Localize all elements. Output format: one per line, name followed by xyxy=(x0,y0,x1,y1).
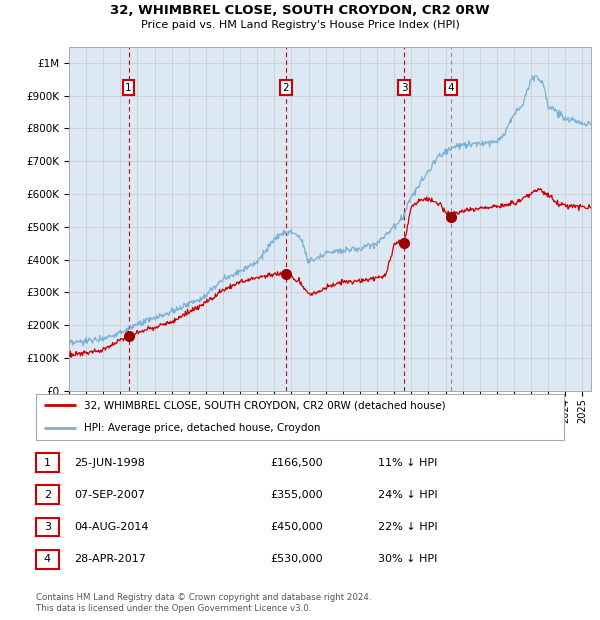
Text: 11% ↓ HPI: 11% ↓ HPI xyxy=(378,458,437,467)
Text: 32, WHIMBREL CLOSE, SOUTH CROYDON, CR2 0RW: 32, WHIMBREL CLOSE, SOUTH CROYDON, CR2 0… xyxy=(110,4,490,17)
Text: £166,500: £166,500 xyxy=(270,458,323,467)
Text: 1: 1 xyxy=(125,83,132,93)
Text: 3: 3 xyxy=(44,522,51,532)
Text: 30% ↓ HPI: 30% ↓ HPI xyxy=(378,554,437,564)
Text: Price paid vs. HM Land Registry's House Price Index (HPI): Price paid vs. HM Land Registry's House … xyxy=(140,20,460,30)
Text: 2: 2 xyxy=(44,490,51,500)
Text: 1: 1 xyxy=(44,458,51,467)
Text: 28-APR-2017: 28-APR-2017 xyxy=(74,554,146,564)
Text: 32, WHIMBREL CLOSE, SOUTH CROYDON, CR2 0RW (detached house): 32, WHIMBREL CLOSE, SOUTH CROYDON, CR2 0… xyxy=(83,401,445,410)
Text: HPI: Average price, detached house, Croydon: HPI: Average price, detached house, Croy… xyxy=(83,423,320,433)
Text: £355,000: £355,000 xyxy=(270,490,323,500)
Text: 2: 2 xyxy=(283,83,289,93)
Text: 07-SEP-2007: 07-SEP-2007 xyxy=(74,490,145,500)
Text: 24% ↓ HPI: 24% ↓ HPI xyxy=(378,490,437,500)
Text: 22% ↓ HPI: 22% ↓ HPI xyxy=(378,522,437,532)
Text: Contains HM Land Registry data © Crown copyright and database right 2024.
This d: Contains HM Land Registry data © Crown c… xyxy=(36,593,371,613)
Text: 4: 4 xyxy=(44,554,51,564)
Text: 25-JUN-1998: 25-JUN-1998 xyxy=(74,458,145,467)
Text: 04-AUG-2014: 04-AUG-2014 xyxy=(74,522,148,532)
Text: £530,000: £530,000 xyxy=(270,554,323,564)
Text: 4: 4 xyxy=(448,83,454,93)
Text: 3: 3 xyxy=(401,83,407,93)
Text: £450,000: £450,000 xyxy=(270,522,323,532)
